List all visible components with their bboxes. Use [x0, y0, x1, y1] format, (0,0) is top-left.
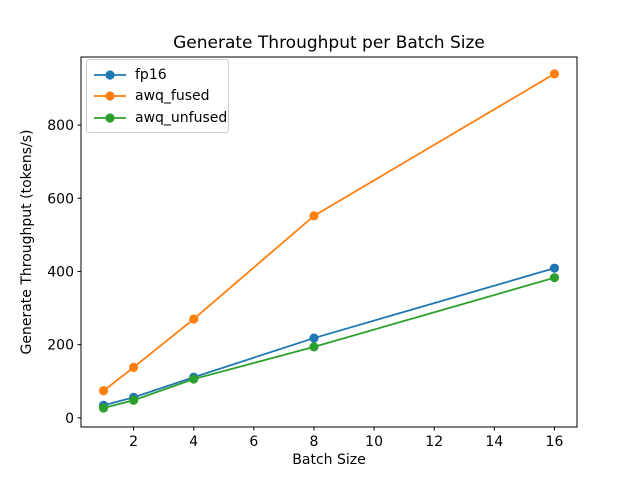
legend-item-awq_unfused: awq_unfused	[92, 107, 228, 129]
chart-title: Generate Throughput per Batch Size	[173, 33, 485, 53]
awq_fused-marker	[309, 211, 319, 221]
x-axis-label: Batch Size	[292, 452, 366, 468]
legend-marker-icon	[105, 70, 115, 80]
y-tick-label: 800	[47, 118, 74, 134]
fp16-marker	[549, 263, 560, 273]
y-axis-label: Generate Throughput (tokens/s)	[19, 130, 35, 355]
x-tick-label: 14	[485, 434, 503, 450]
awq_unfused-marker	[189, 374, 199, 384]
legend: fp16 awq_fused awq_unfused	[86, 59, 229, 133]
awq_unfused-marker	[309, 342, 319, 352]
legend-marker-icon	[105, 91, 115, 101]
awq_unfused-marker	[129, 395, 139, 405]
awq_unfused-marker	[98, 403, 109, 413]
legend-marker-icon	[105, 113, 115, 123]
legend-label-awq_fused: awq_fused	[135, 88, 210, 105]
y-tick-label: 400	[47, 264, 74, 280]
awq_unfused-line	[103, 276, 555, 409]
y-axis-ticks: 0 200 400 600 800	[47, 118, 81, 427]
awq_fused-marker	[189, 314, 199, 324]
legend-item-fp16: fp16	[92, 64, 224, 86]
x-tick-label: 2	[129, 434, 138, 450]
awq_unfused-marker	[549, 273, 560, 283]
legend-swatch-fp16	[94, 70, 126, 80]
x-tick-label: 12	[425, 434, 443, 450]
y-tick-label: 600	[47, 191, 74, 207]
y-tick-label: 200	[47, 338, 74, 354]
series-awq_unfused	[98, 273, 560, 413]
axes-spines	[80, 56, 578, 428]
x-tick-label: 4	[189, 434, 198, 450]
legend-swatch-awq_unfused	[94, 113, 126, 123]
legend-label-awq_unfused: awq_unfused	[135, 109, 228, 126]
awq_fused-marker	[549, 69, 560, 79]
x-axis-ticks: 2 4 6 8 10 12 14 16	[129, 427, 563, 450]
awq_fused-marker	[98, 386, 109, 396]
awq_fused-marker	[129, 362, 139, 372]
legend-label-fp16: fp16	[135, 66, 167, 83]
y-tick-label: 0	[65, 411, 74, 427]
legend-item-awq_fused: awq_fused	[92, 86, 224, 108]
x-tick-label: 16	[546, 434, 564, 450]
x-tick-label: 6	[249, 434, 258, 450]
x-tick-label: 8	[310, 434, 319, 450]
legend-swatch-awq_fused	[94, 91, 126, 101]
x-tick-label: 10	[365, 434, 383, 450]
fp16-marker	[309, 333, 319, 343]
series-awq_fused	[98, 69, 560, 396]
